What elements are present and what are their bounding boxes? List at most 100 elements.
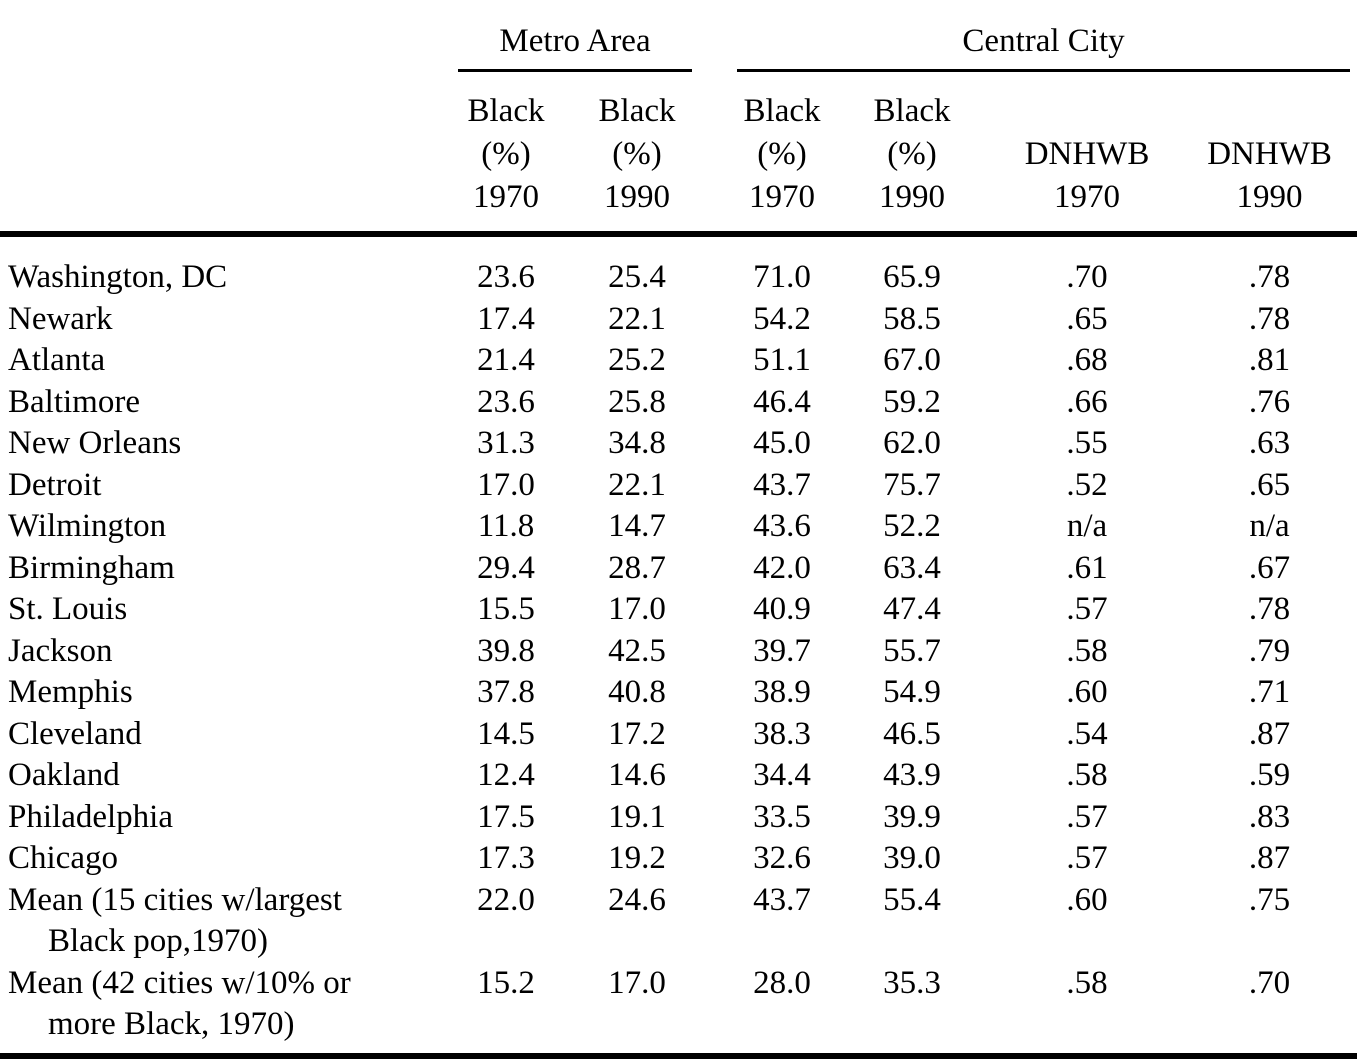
value-cell: 39.7 — [753, 632, 811, 669]
value-cell: 67.0 — [883, 342, 941, 378]
value-cell: 75.7 — [883, 466, 941, 503]
value-cell: 39.8 — [477, 632, 535, 669]
value-cell: .60 — [1066, 674, 1108, 710]
value-cell: 17.0 — [608, 591, 666, 627]
value-cell: 31.3 — [477, 425, 535, 461]
gap-cell — [702, 838, 732, 880]
group-cell-metro-area: Metro Area — [440, 0, 702, 72]
value-cell: .60 — [1066, 881, 1108, 918]
value-cell: .61 — [1066, 549, 1108, 586]
value-cell: 54.2 — [753, 300, 811, 337]
value-cell: 39.0 — [883, 840, 941, 876]
table-row: Cleveland 14.5 17.2 38.3 46.5 .54 .87 — [0, 714, 1357, 756]
value-cell: .63 — [1248, 425, 1291, 461]
group-header-metro-area: Metro Area — [458, 0, 693, 72]
group-gap — [702, 0, 732, 72]
value-cell: .81 — [1248, 342, 1291, 378]
table-row: Birmingham 29.4 28.7 42.0 63.4 .61 .67 — [0, 548, 1357, 590]
gap-cell — [702, 755, 732, 797]
table-row: Baltimore 23.6 25.8 46.4 59.2 .66 .76 — [0, 382, 1357, 424]
value-cell: 46.4 — [753, 383, 811, 420]
value-cell: .79 — [1248, 632, 1291, 669]
value-cell: .54 — [1066, 715, 1108, 752]
table-row: Jackson 39.8 42.5 39.7 55.7 .58 .79 — [0, 631, 1357, 673]
table-row: Philadelphia 17.5 19.1 33.5 39.9 .57 .83 — [0, 797, 1357, 839]
gap-cell — [702, 506, 732, 548]
value-cell: 25.2 — [608, 342, 666, 378]
value-cell: .78 — [1248, 300, 1291, 337]
table-row: Mean (15 cities w/largest Black pop,1970)… — [0, 880, 1357, 963]
value-cell: 43.6 — [753, 508, 811, 544]
table-row: Memphis 37.8 40.8 38.9 54.9 .60 .71 — [0, 672, 1357, 714]
value-cell: 17.5 — [477, 798, 535, 835]
value-cell: 29.4 — [477, 549, 535, 586]
row-label-line1: Mean (42 cities w/10% or — [8, 964, 351, 1001]
column-header-row: Black (%) 1970 Black (%) 1990 Black (%) … — [0, 72, 1357, 234]
value-cell: 14.6 — [608, 757, 666, 793]
value-cell: 24.6 — [608, 881, 666, 918]
group-cell-central-city: Central City — [732, 0, 1357, 72]
value-cell: .57 — [1066, 840, 1108, 876]
value-cell: .57 — [1066, 798, 1108, 835]
value-cell: .78 — [1248, 591, 1291, 627]
value-cell: 17.0 — [477, 466, 535, 503]
value-cell: 28.7 — [608, 549, 666, 586]
value-cell: 17.4 — [477, 300, 535, 337]
row-label: Wilmington — [8, 508, 167, 544]
row-label: Newark — [8, 300, 113, 337]
value-cell: 46.5 — [883, 715, 941, 752]
group-header-row: Metro Area Central City — [0, 0, 1357, 72]
value-cell: .58 — [1066, 632, 1108, 669]
column-header-gap — [702, 72, 732, 234]
table-body: Washington, DC 23.6 25.4 71.0 65.9.70.78 Newa… — [0, 234, 1357, 1056]
value-cell: 23.6 — [477, 259, 535, 295]
table-row: Oakland 12.4 14.6 34.4 43.9 .58 .59 — [0, 755, 1357, 797]
gap-cell — [702, 672, 732, 714]
value-cell: 28.0 — [753, 964, 811, 1001]
table-row: New Orleans 31.3 34.8 45.0 62.0 .55 .63 — [0, 423, 1357, 465]
group-header-spacer — [0, 0, 440, 72]
gap-cell — [702, 465, 732, 507]
gap-cell — [702, 423, 732, 465]
value-cell: .67 — [1248, 549, 1291, 586]
row-label: Washington, DC — [8, 259, 228, 295]
value-cell: 17.2 — [608, 715, 666, 752]
table-row: Atlanta 21.4 25.2 51.1 67.0 .68 .81 — [0, 340, 1357, 382]
row-label: Cleveland — [8, 715, 142, 752]
column-header-metro-black-pct-1990: Black (%) 1990 — [598, 93, 676, 215]
column-header-spacer — [0, 72, 440, 234]
value-cell: n/a — [1066, 508, 1108, 544]
gap-cell — [702, 548, 732, 590]
value-cell: 17.0 — [608, 964, 666, 1001]
value-cell: .83 — [1248, 798, 1291, 835]
value-cell: 43.7 — [753, 466, 811, 503]
value-cell: 58.5 — [883, 300, 941, 337]
value-cell: .65 — [1066, 300, 1108, 337]
column-header-city-black-pct-1990: Black (%) 1990 — [873, 93, 951, 215]
value-cell: 19.2 — [608, 840, 666, 876]
value-cell: 38.3 — [753, 715, 811, 752]
row-label: Oakland — [8, 757, 120, 793]
row-label: Jackson — [8, 632, 113, 669]
value-cell: 71.0 — [753, 259, 811, 295]
gap-cell — [702, 382, 732, 424]
value-cell: 54.9 — [883, 674, 941, 710]
value-cell: 22.1 — [608, 300, 666, 337]
value-cell: n/a — [1249, 508, 1290, 544]
table-row: St. Louis 15.5 17.0 40.9 47.4 .57 .78 — [0, 589, 1357, 631]
row-label: Philadelphia — [8, 798, 173, 835]
column-header-city-black-pct-1970: Black (%) 1970 — [743, 93, 821, 215]
column-header-dnhwb-1990: DNHWB 1990 — [1207, 136, 1332, 215]
value-cell: .75 — [1248, 881, 1291, 918]
column-header-metro-black-pct-1970: Black (%) 1970 — [467, 93, 545, 215]
table-row: Chicago 17.3 19.2 32.6 39.0 .57 .87 — [0, 838, 1357, 880]
value-cell: 35.3 — [883, 964, 941, 1001]
value-cell: 25.4 — [608, 259, 666, 295]
row-label: Memphis — [8, 674, 133, 710]
value-cell: .52 — [1066, 466, 1108, 503]
table-row: Wilmington 11.8 14.7 43.6 52.2 n/a n/a — [0, 506, 1357, 548]
value-cell: 11.8 — [477, 508, 535, 544]
value-cell: 14.5 — [477, 715, 535, 752]
gap-cell — [702, 299, 732, 341]
value-cell: 15.2 — [477, 964, 535, 1001]
